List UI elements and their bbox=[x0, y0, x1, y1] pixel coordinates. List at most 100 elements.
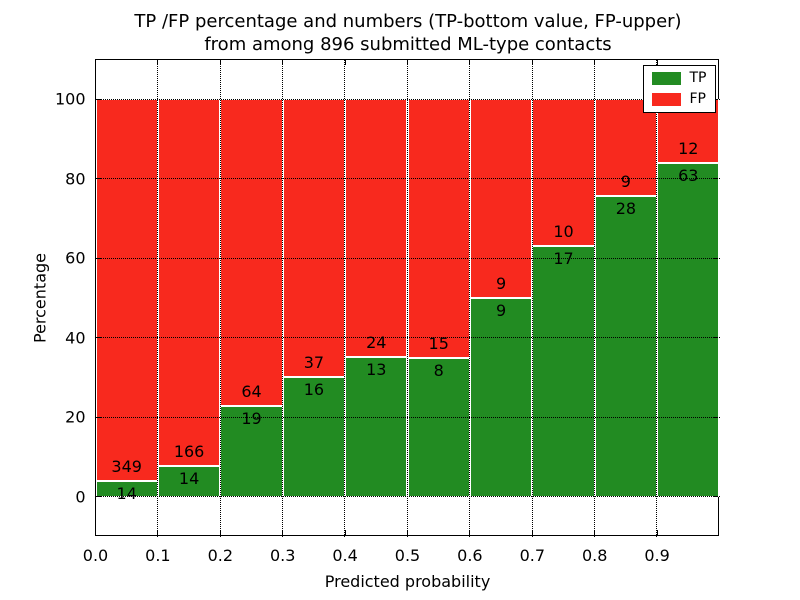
x-tick-label: 0.8 bbox=[581, 545, 608, 565]
x-gridline bbox=[219, 59, 221, 537]
y-tick-mark bbox=[95, 98, 101, 100]
bar-segment-tp bbox=[469, 298, 533, 497]
y-tick-mark bbox=[712, 337, 718, 339]
x-tick-mark bbox=[282, 59, 284, 65]
x-tick-mark bbox=[656, 529, 658, 535]
x-gridline bbox=[531, 59, 533, 537]
y-tick-label: 60 bbox=[65, 248, 86, 268]
legend-swatch-fp bbox=[651, 92, 681, 106]
x-tick-mark bbox=[406, 59, 409, 65]
chart-title-line2: from among 896 submitted ML-type contact… bbox=[204, 34, 612, 55]
bar-segment-tp bbox=[345, 357, 408, 497]
bar-segment-fp bbox=[469, 99, 533, 298]
y-tick-label: 40 bbox=[65, 328, 86, 348]
x-tick-mark bbox=[219, 59, 221, 65]
x-axis-label: Predicted probability bbox=[324, 571, 491, 591]
tp-count-label: 14 bbox=[116, 484, 137, 504]
tp-count-label: 17 bbox=[553, 249, 574, 269]
x-tick-label: 0.4 bbox=[332, 545, 358, 565]
x-tick-mark bbox=[157, 529, 159, 535]
x-tick-label: 0.0 bbox=[82, 545, 109, 565]
x-tick-mark bbox=[469, 529, 471, 535]
x-tick-mark bbox=[94, 529, 97, 535]
x-tick-label: 0.9 bbox=[644, 545, 670, 565]
bar-segment-tp bbox=[282, 376, 346, 497]
tp-count-label: 9 bbox=[496, 301, 507, 320]
tp-count-label: 63 bbox=[678, 165, 699, 185]
x-tick-mark bbox=[469, 59, 471, 65]
fp-count-label: 9 bbox=[496, 274, 507, 293]
x-gridline bbox=[593, 59, 595, 537]
bar-segment-tp bbox=[532, 246, 595, 497]
legend-label-tp: TP bbox=[689, 69, 707, 86]
y-tick-mark bbox=[95, 416, 101, 418]
tp-count-label: 19 bbox=[241, 408, 262, 428]
x-tick-label: 0.7 bbox=[519, 545, 546, 565]
bar-segment-fp bbox=[282, 99, 346, 377]
legend-swatch-tp bbox=[651, 71, 681, 85]
y-tick-mark bbox=[712, 257, 718, 259]
fp-count-label: 10 bbox=[553, 222, 574, 242]
bar-segment-tp bbox=[157, 465, 221, 497]
x-tick-mark bbox=[282, 529, 284, 535]
y-tick-mark bbox=[712, 178, 718, 180]
y-tick-mark bbox=[712, 416, 718, 418]
tp-count-label: 8 bbox=[433, 361, 444, 381]
fp-count-label: 166 bbox=[173, 441, 205, 461]
chart-title: TP /FP percentage and numbers (TP-bottom… bbox=[134, 10, 681, 56]
x-tick-label: 0.6 bbox=[457, 545, 483, 565]
x-tick-mark bbox=[531, 529, 533, 535]
fp-count-label: 15 bbox=[428, 334, 449, 354]
bar-segment-tp bbox=[407, 358, 470, 497]
y-tick-mark bbox=[95, 496, 101, 498]
y-tick-mark bbox=[95, 257, 101, 259]
x-tick-mark bbox=[219, 529, 221, 535]
plot-area: Percentage Predicted probability 349 14 16… bbox=[30, 58, 720, 591]
x-tick-mark bbox=[594, 59, 596, 65]
x-tick-mark bbox=[157, 59, 159, 65]
x-tick-mark bbox=[594, 529, 596, 535]
x-tick-mark bbox=[656, 59, 658, 65]
bar-segment-fp bbox=[345, 99, 408, 358]
bar-segment-fp bbox=[407, 99, 470, 359]
x-tick-label: 0.3 bbox=[269, 545, 296, 565]
x-gridline bbox=[157, 59, 159, 537]
legend-row: FP bbox=[651, 91, 707, 107]
x-tick-mark bbox=[94, 59, 97, 65]
legend: TP FP bbox=[642, 64, 716, 113]
x-gridline bbox=[281, 59, 283, 537]
bar-segment-tp bbox=[594, 195, 658, 497]
fp-count-label: 12 bbox=[678, 138, 699, 158]
x-tick-label: 0.5 bbox=[394, 545, 421, 565]
x-tick-label: 0.1 bbox=[145, 545, 171, 565]
x-gridline bbox=[656, 59, 658, 537]
x-tick-mark bbox=[344, 59, 346, 65]
bar-segment-fp bbox=[157, 99, 221, 466]
x-tick-mark bbox=[406, 529, 409, 535]
x-gridline bbox=[344, 59, 346, 537]
tp-count-label: 14 bbox=[178, 468, 200, 488]
x-tick-mark bbox=[344, 529, 346, 535]
y-tick-mark bbox=[95, 337, 101, 339]
fp-count-label: 37 bbox=[303, 352, 325, 372]
fp-count-label: 9 bbox=[620, 171, 631, 191]
fp-count-label: 64 bbox=[241, 381, 262, 401]
fp-count-label: 349 bbox=[111, 457, 142, 477]
bar-segment-fp bbox=[532, 99, 595, 247]
x-tick-label: 0.2 bbox=[207, 545, 234, 565]
tp-count-label: 13 bbox=[366, 360, 387, 380]
y-tick-label: 80 bbox=[65, 169, 86, 189]
x-tick-mark bbox=[531, 59, 533, 65]
tp-count-label: 28 bbox=[615, 198, 637, 218]
chart-title-line1: TP /FP percentage and numbers (TP-bottom… bbox=[134, 11, 682, 32]
y-tick-label: 20 bbox=[65, 407, 86, 427]
tp-count-label: 16 bbox=[303, 379, 325, 399]
y-tick-label: 100 bbox=[54, 89, 86, 109]
y-tick-mark bbox=[95, 178, 101, 180]
x-gridline bbox=[469, 59, 471, 537]
bar-segment-fp bbox=[220, 99, 283, 406]
y-tick-label: 0 bbox=[75, 487, 86, 507]
fp-count-label: 24 bbox=[366, 333, 387, 353]
y-tick-mark bbox=[712, 496, 718, 498]
legend-row: TP bbox=[651, 69, 707, 86]
